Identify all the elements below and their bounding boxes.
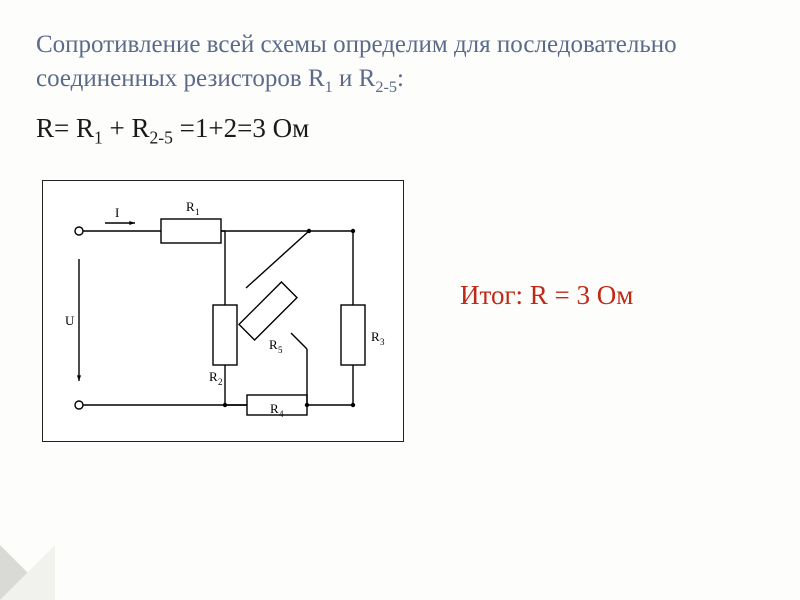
intro-suffix: : bbox=[397, 65, 404, 92]
intro-line2-prefix: соединенных резисторов R bbox=[36, 65, 325, 92]
intro-mid: и R bbox=[333, 65, 376, 92]
svg-text:5: 5 bbox=[278, 345, 283, 355]
formula-sub1: 1 bbox=[94, 127, 103, 147]
intro-line1: Сопротивление всей схемы определим для п… bbox=[36, 31, 677, 58]
formula-sub2: 2-5 bbox=[150, 127, 173, 147]
svg-text:1: 1 bbox=[195, 207, 200, 217]
corner-fold-decoration bbox=[0, 545, 55, 600]
slide: Сопротивление всей схемы определим для п… bbox=[0, 0, 800, 600]
intro-sub2: 2-5 bbox=[375, 78, 397, 96]
svg-text:I: I bbox=[115, 205, 119, 220]
svg-text:U: U bbox=[65, 313, 75, 328]
svg-text:R: R bbox=[270, 401, 279, 416]
circuit-diagram: R1R2R3R4R5IU bbox=[42, 180, 404, 442]
svg-text:3: 3 bbox=[380, 337, 385, 347]
svg-text:R: R bbox=[186, 199, 195, 214]
svg-text:4: 4 bbox=[279, 409, 284, 419]
svg-text:R: R bbox=[209, 369, 218, 384]
intro-sub1: 1 bbox=[325, 78, 333, 96]
result-text: Итог: R = 3 Ом bbox=[460, 280, 633, 311]
svg-text:2: 2 bbox=[218, 377, 223, 387]
formula-prefix: R= R bbox=[36, 113, 94, 143]
formula-line: R= R1 + R2-5 =1+2=3 Ом bbox=[36, 113, 764, 148]
formula-mid: + R bbox=[103, 113, 150, 143]
formula-suffix: =1+2=3 Ом bbox=[173, 113, 309, 143]
svg-text:R: R bbox=[269, 337, 278, 352]
intro-text: Сопротивление всей схемы определим для п… bbox=[36, 28, 764, 99]
svg-text:R: R bbox=[371, 329, 380, 344]
